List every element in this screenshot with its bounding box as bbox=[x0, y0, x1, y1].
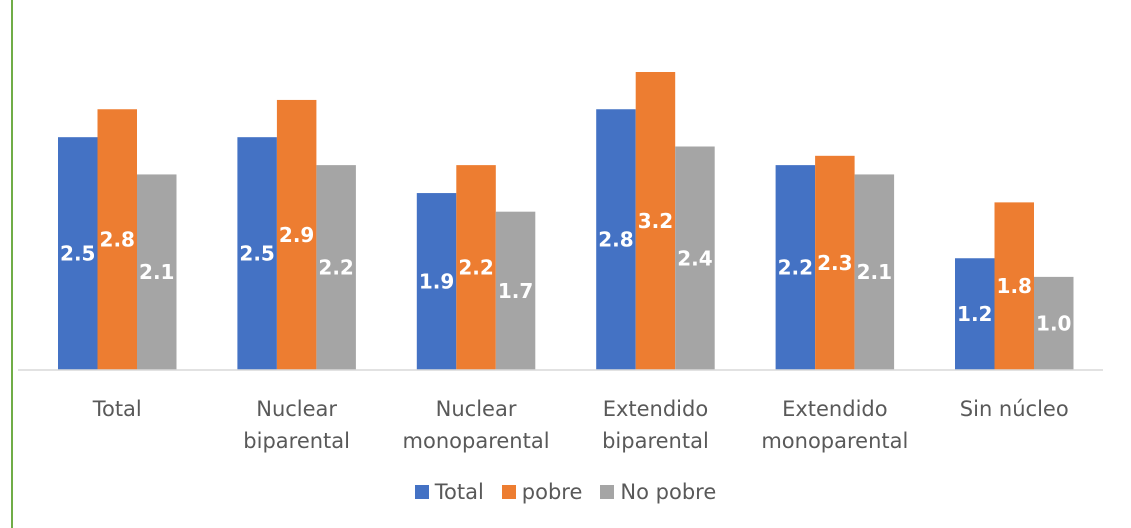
bar-4-total bbox=[596, 109, 636, 370]
legend-item-pobre: pobre bbox=[501, 480, 583, 504]
data-label-1-pobre: 2.8 bbox=[100, 228, 135, 252]
legend-swatch bbox=[501, 485, 516, 499]
category-label-6: Sin núcleo bbox=[960, 397, 1069, 421]
data-label-6-total: 1.2 bbox=[957, 302, 992, 326]
category-label-line: biparental bbox=[243, 429, 350, 453]
data-label-2-pobre: 2.9 bbox=[279, 223, 314, 247]
category-label-line: Total bbox=[92, 397, 142, 421]
bar-1-no-pobre bbox=[137, 174, 177, 370]
category-label-line: Nuclear bbox=[436, 397, 517, 421]
data-label-3-no-pobre: 1.7 bbox=[498, 279, 533, 303]
category-label-line: monoparental bbox=[761, 429, 908, 453]
category-label-line: Nuclear bbox=[256, 397, 337, 421]
data-label-6-no-pobre: 1.0 bbox=[1036, 311, 1071, 335]
category-label-line: Extendido bbox=[782, 397, 888, 421]
bar-5-pobre bbox=[815, 155, 855, 370]
data-label-3-pobre: 2.2 bbox=[458, 256, 493, 280]
legend: Total pobre No pobre bbox=[0, 480, 1131, 504]
data-label-5-total: 2.2 bbox=[778, 256, 813, 280]
legend-item-total: Total bbox=[414, 480, 484, 504]
bar-chart: 2.52.82.12.52.92.21.92.21.72.83.22.4 2.2 2… bbox=[18, 72, 1103, 453]
data-label-4-total: 2.8 bbox=[598, 228, 633, 252]
category-label-2: Nuclear biparental bbox=[243, 397, 350, 453]
legend-swatch bbox=[600, 485, 615, 499]
category-label-line: Sin núcleo bbox=[960, 397, 1069, 421]
bar-1-total bbox=[58, 137, 98, 370]
category-label-line: biparental bbox=[602, 429, 709, 453]
bar-6-total bbox=[955, 258, 995, 370]
category-label-5: Extendido monoparental bbox=[761, 397, 908, 453]
data-label-6-pobre: 1.8 bbox=[997, 274, 1032, 298]
category-labels-layer: Total Nuclear biparental Nuclear monoparenta… bbox=[92, 397, 1069, 453]
legend-swatch bbox=[414, 485, 429, 499]
data-label-2-total: 2.5 bbox=[239, 242, 274, 266]
left-border-line bbox=[11, 0, 13, 528]
legend-label: Total bbox=[434, 480, 484, 504]
bar-2-no-pobre bbox=[316, 165, 356, 370]
bar-3-pobre bbox=[456, 165, 496, 370]
bar-5-total bbox=[775, 165, 816, 370]
data-label-1-total: 2.5 bbox=[60, 242, 95, 266]
bar-3-no-pobre bbox=[495, 211, 536, 370]
bar-3-total bbox=[416, 193, 457, 370]
bar-5-no-pobre bbox=[854, 174, 895, 370]
data-label-1-no-pobre: 2.1 bbox=[139, 260, 174, 284]
category-label-3: Nuclear monoparental bbox=[403, 397, 550, 453]
data-label-4-no-pobre: 2.4 bbox=[677, 246, 712, 270]
bar-6-no-pobre bbox=[1034, 276, 1074, 370]
bar-2-total bbox=[237, 137, 277, 370]
data-label-5-pobre: 2.3 bbox=[817, 251, 852, 275]
bars-layer bbox=[58, 72, 1074, 370]
category-label-line: monoparental bbox=[403, 429, 550, 453]
bar-1-pobre bbox=[97, 109, 137, 370]
category-label-4: Extendido biparental bbox=[602, 397, 709, 453]
legend-item-no-pobre: No pobre bbox=[600, 480, 716, 504]
bar-6-pobre bbox=[994, 202, 1034, 370]
bar-2-pobre bbox=[276, 99, 317, 370]
legend-label: No pobre bbox=[620, 480, 717, 504]
data-label-3-total: 1.9 bbox=[419, 270, 454, 294]
category-label-1: Total bbox=[92, 397, 142, 421]
data-label-5-no-pobre: 2.1 bbox=[857, 260, 892, 284]
data-label-2-no-pobre: 2.2 bbox=[318, 256, 353, 280]
data-labels-layer: 2.52.82.12.52.92.21.92.21.72.83.22.4 2.2 2… bbox=[60, 209, 1071, 335]
bar-4-pobre bbox=[635, 72, 676, 370]
category-label-line: Extendido bbox=[603, 397, 709, 421]
data-label-4-pobre: 3.2 bbox=[638, 209, 673, 233]
legend-label: pobre bbox=[521, 480, 583, 504]
bar-4-no-pobre bbox=[675, 146, 715, 370]
